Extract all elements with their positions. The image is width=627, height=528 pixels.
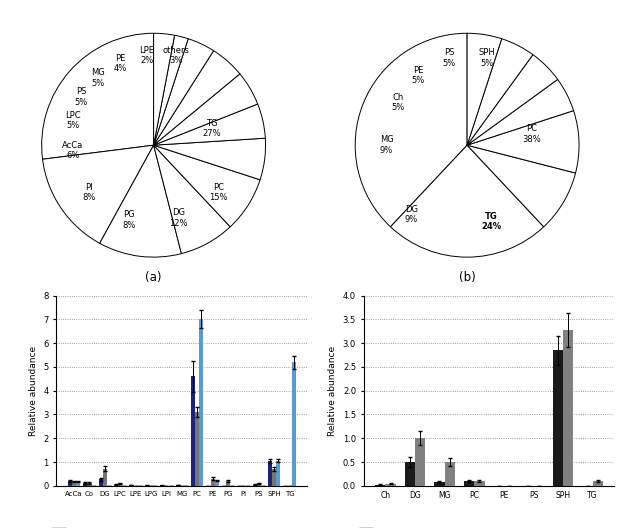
Wedge shape [154,104,265,145]
Bar [195,412,199,486]
Wedge shape [467,39,533,145]
Wedge shape [41,33,154,159]
Bar [98,479,103,486]
Bar [386,484,396,486]
Text: DG
12%: DG 12% [169,208,187,228]
Bar [272,469,277,486]
Bar [553,351,563,486]
Text: LPE
2%: LPE 2% [139,46,154,65]
Text: PS
5%: PS 5% [443,48,456,68]
Bar [214,480,219,486]
Bar [83,483,87,486]
Text: MG
9%: MG 9% [379,136,393,155]
Text: LPC
5%: LPC 5% [65,111,81,130]
Text: TG
27%: TG 27% [203,119,221,138]
Wedge shape [154,74,258,145]
Wedge shape [467,110,579,173]
Text: MG
5%: MG 5% [91,68,105,88]
Wedge shape [467,33,502,145]
Text: PC
38%: PC 38% [523,124,541,144]
Text: (b): (b) [459,271,475,284]
Wedge shape [467,145,576,227]
Bar [563,330,574,486]
Y-axis label: Relative abundance: Relative abundance [29,346,38,436]
Bar [114,485,118,486]
Wedge shape [355,33,467,227]
Text: PI
8%: PI 8% [82,183,95,202]
Wedge shape [154,138,266,180]
Bar [292,362,296,486]
Text: PE
5%: PE 5% [411,66,424,86]
Bar [199,319,203,486]
Bar [191,376,195,486]
Bar [87,483,92,486]
Bar [435,482,445,486]
Bar [68,481,72,486]
Bar [72,482,76,486]
Text: PG
8%: PG 8% [122,211,135,230]
Wedge shape [154,39,214,145]
Text: PS
5%: PS 5% [74,87,88,107]
Legend: swimming, juvenile, mature: swimming, juvenile, mature [48,524,123,528]
Text: Ch
5%: Ch 5% [391,93,404,112]
Bar [445,462,455,486]
Bar [176,485,180,486]
Wedge shape [154,145,230,253]
Wedge shape [154,145,260,227]
Wedge shape [43,145,154,243]
Text: AcCa
6%: AcCa 6% [63,141,83,161]
Y-axis label: Relative abundance: Relative abundance [328,346,337,436]
Bar [375,485,386,486]
Bar [404,462,415,486]
Bar [464,481,474,486]
Text: DG
9%: DG 9% [404,205,418,224]
Wedge shape [467,79,574,145]
Legend: female, male: female, male [356,524,415,528]
Bar [415,438,425,486]
Text: (a): (a) [145,271,162,284]
Wedge shape [467,54,557,145]
Bar [129,485,134,486]
Bar [211,478,214,486]
Bar [277,461,280,486]
Wedge shape [154,51,240,145]
Text: others
3%: others 3% [162,46,189,65]
Wedge shape [391,145,544,257]
Bar [268,461,272,486]
Wedge shape [154,33,174,145]
Wedge shape [154,35,188,145]
Bar [256,484,261,486]
Bar [118,484,122,486]
Text: TG
24%: TG 24% [482,212,502,231]
Bar [474,481,485,486]
Text: SPH
5%: SPH 5% [479,48,495,68]
Bar [103,469,107,486]
Bar [76,482,80,486]
Bar [253,485,256,486]
Bar [593,481,603,486]
Wedge shape [100,145,181,257]
Text: PC
15%: PC 15% [209,183,228,202]
Bar [226,481,230,486]
Text: PE
4%: PE 4% [113,54,127,73]
